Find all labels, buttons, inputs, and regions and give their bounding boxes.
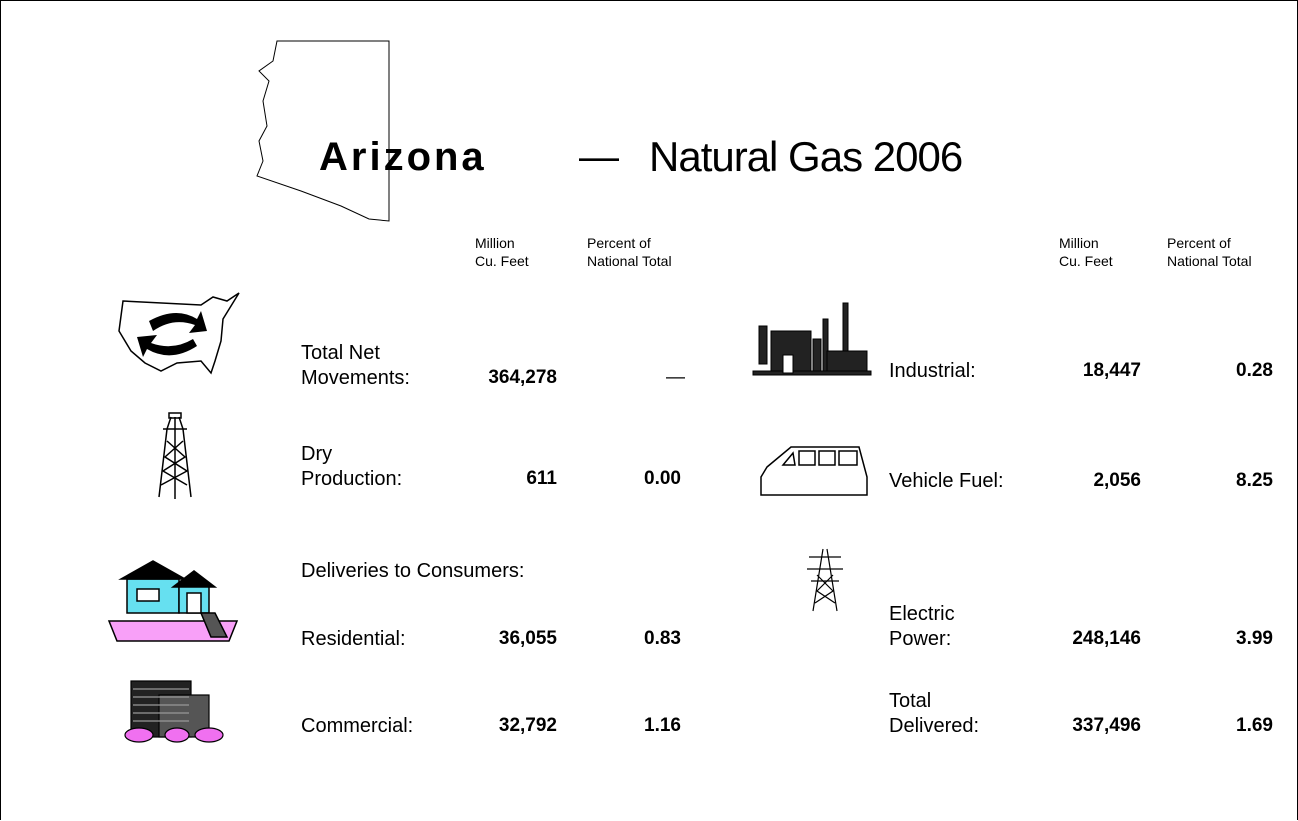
percent-value: 3.99 — [1236, 628, 1273, 649]
percent-value: 8.25 — [1236, 470, 1273, 491]
label-line: Movements: — [301, 366, 410, 389]
label-line: Residential: — [301, 627, 406, 650]
factory-icon — [752, 302, 872, 376]
header-line: National Total — [587, 253, 672, 269]
state-name: Arizona — [319, 135, 487, 179]
label-line: Power: — [889, 627, 952, 650]
volume-value: 364,278 — [488, 367, 557, 388]
percent-value: 0.00 — [644, 468, 681, 489]
house-icon — [107, 560, 239, 642]
percent-value: 1.69 — [1236, 715, 1273, 736]
label-line: Vehicle Fuel: — [889, 469, 1004, 492]
header-line: Million — [475, 235, 515, 251]
percent-value: 1.16 — [644, 715, 681, 736]
row-label: Electric Power: — [889, 602, 955, 652]
volume-value: 36,055 — [498, 628, 557, 649]
header-line: Cu. Feet — [475, 253, 529, 269]
arizona-outline — [256, 40, 390, 222]
volume-value: 611 — [526, 468, 557, 489]
row-label: Commercial: — [301, 714, 413, 739]
header-line: Cu. Feet — [1059, 253, 1113, 269]
volume-value: 18,447 — [1082, 360, 1141, 381]
column-header: Million Cu. Feet — [475, 234, 529, 270]
percent-value: — — [666, 367, 685, 388]
label-line: Total Net — [301, 341, 380, 364]
volume-value: 2,056 — [1093, 470, 1141, 491]
derrick-icon — [158, 412, 192, 499]
label-line: Delivered: — [889, 714, 980, 737]
row-label: Residential: — [301, 627, 406, 652]
percent-value: 0.83 — [644, 628, 681, 649]
title: Natural Gas 2006 — [649, 133, 963, 180]
office-icon — [124, 680, 224, 743]
label-line: Production: — [301, 467, 403, 490]
row-label: Total Net Movements: — [301, 341, 410, 391]
column-header: Million Cu. Feet — [1059, 234, 1113, 270]
header-line: National Total — [1167, 253, 1252, 269]
label-line: Electric — [889, 602, 955, 625]
row-label: Vehicle Fuel: — [889, 469, 1004, 494]
volume-value: 337,496 — [1072, 715, 1141, 736]
volume-value: 32,792 — [498, 715, 557, 736]
label-line: Dry — [301, 442, 333, 465]
percent-value: 0.28 — [1236, 360, 1273, 381]
label-line: Total — [889, 689, 932, 712]
van-icon — [760, 446, 868, 496]
row-label: Industrial: — [889, 359, 976, 384]
column-header: Percent of National Total — [587, 234, 672, 270]
title-dash: — — [579, 135, 619, 179]
section-heading: Deliveries to Consumers: — [301, 560, 525, 582]
header-line: Percent of — [1167, 235, 1231, 251]
label-line: Industrial: — [889, 359, 976, 382]
column-header: Percent of National Total — [1167, 234, 1252, 270]
header-line: Million — [1059, 235, 1099, 251]
us-map-icon — [118, 292, 240, 375]
volume-value: 248,146 — [1072, 628, 1141, 649]
tower-icon — [807, 548, 843, 612]
row-label: Total Delivered: — [889, 689, 979, 739]
header-line: Percent of — [587, 235, 651, 251]
row-label: Dry Production: — [301, 442, 402, 492]
label-line: Commercial: — [301, 714, 414, 737]
